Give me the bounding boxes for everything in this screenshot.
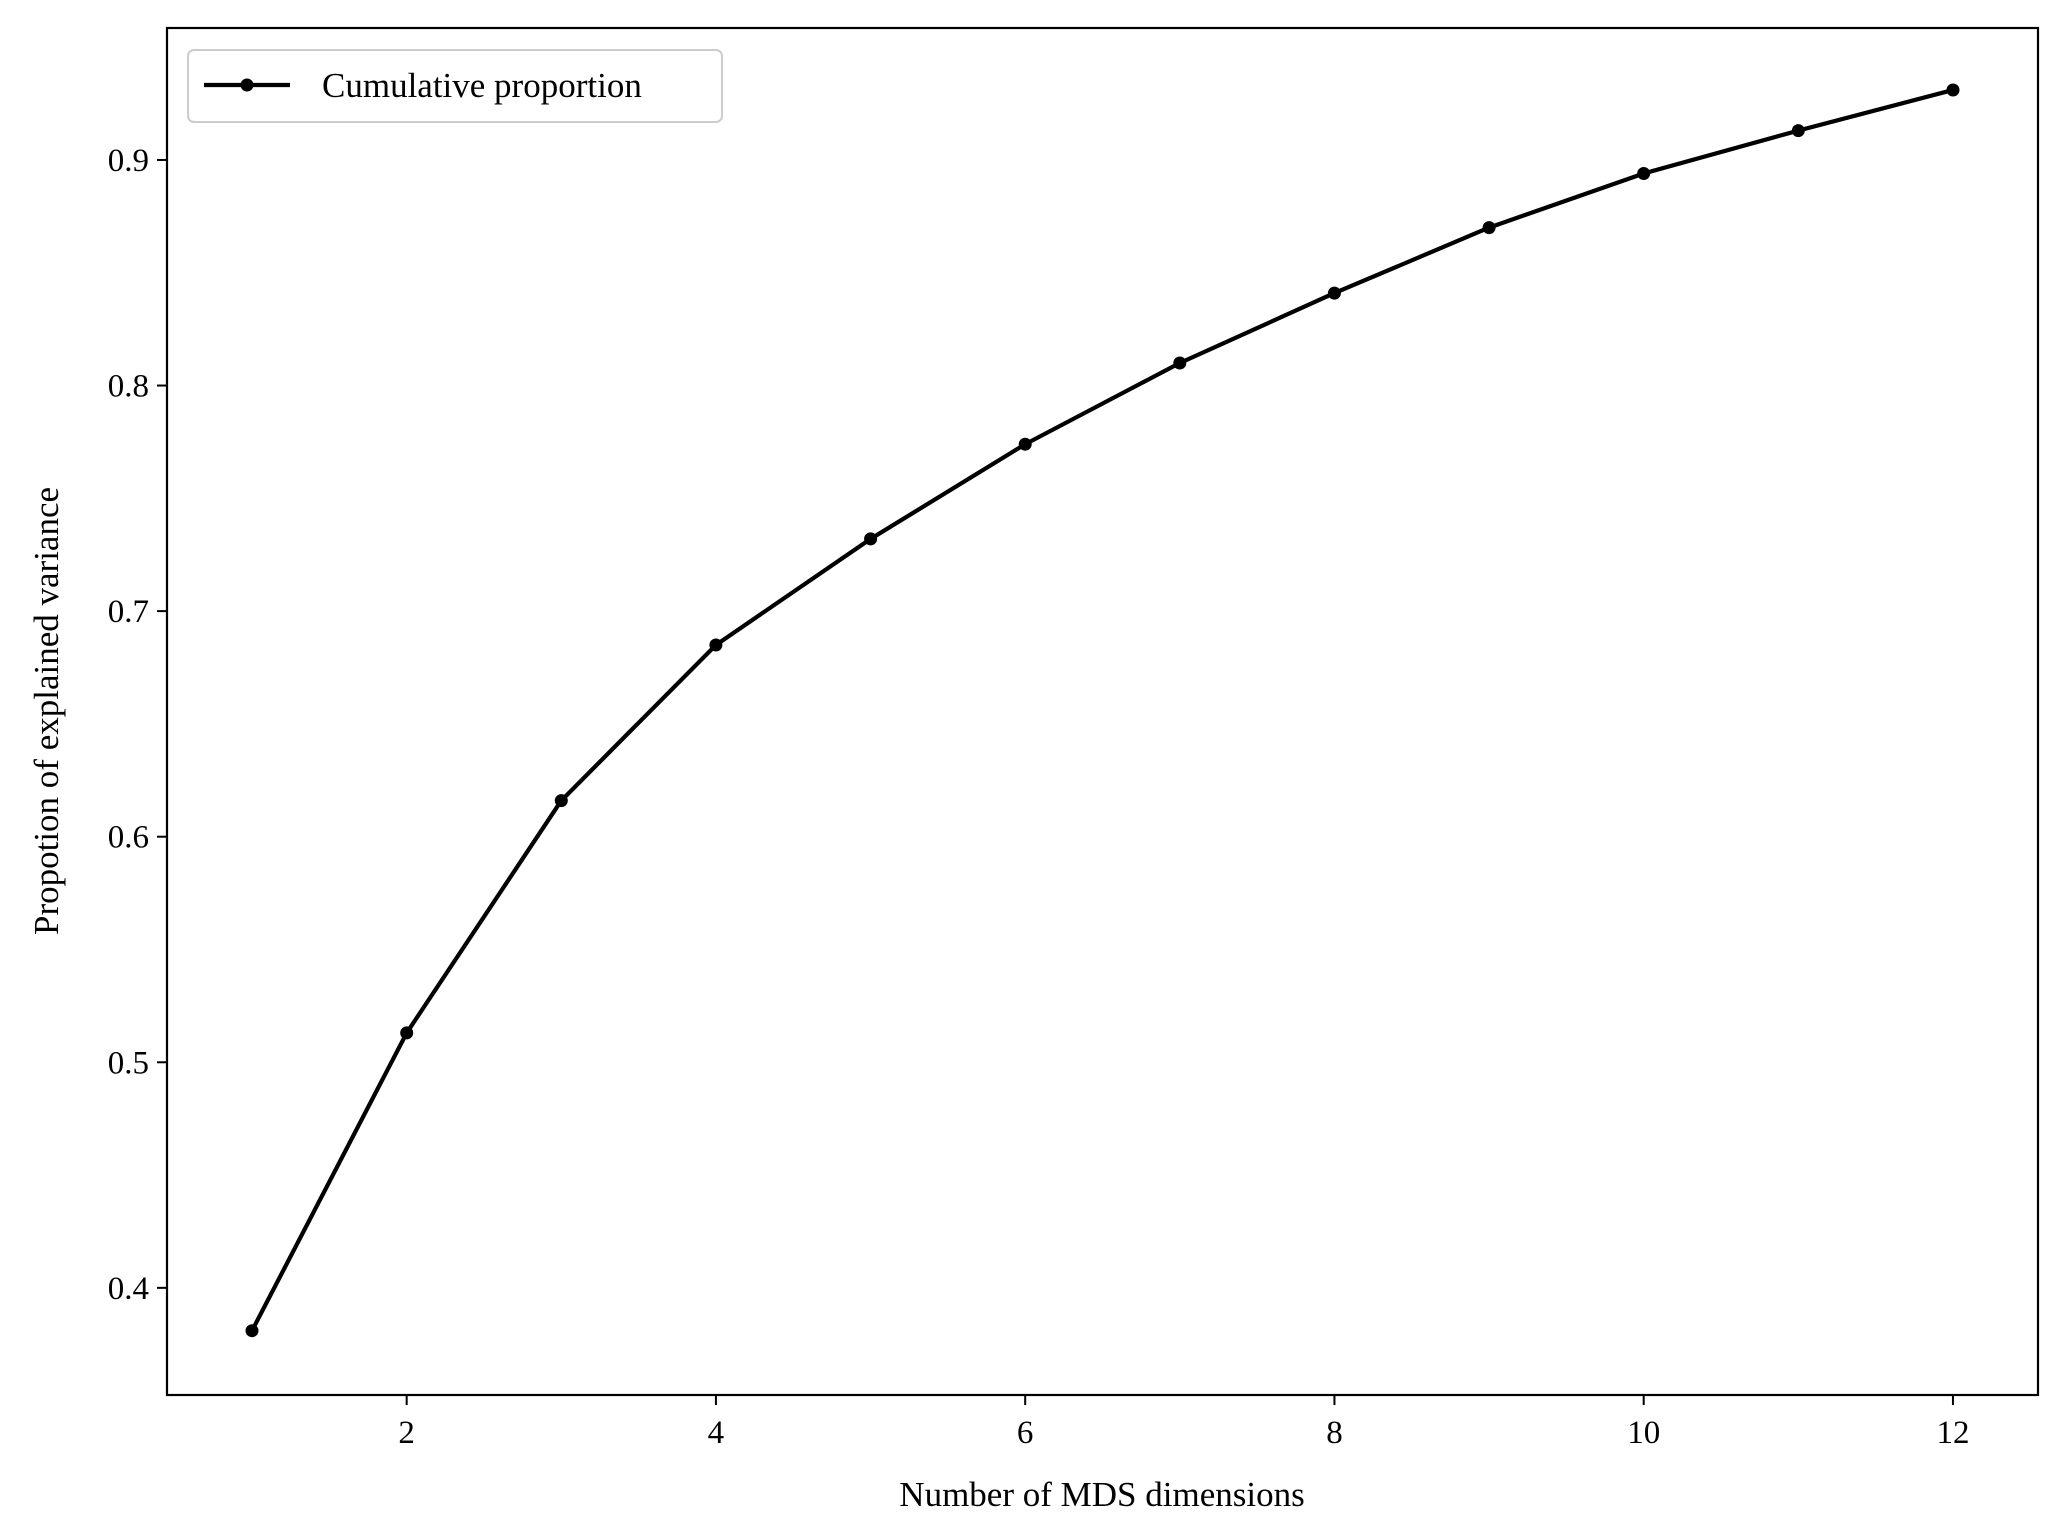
y-axis-ticks: 0.4 0.5 0.6 0.7 0.8 0.9 [108, 143, 167, 1307]
data-point [864, 532, 878, 546]
x-tick-label: 8 [1326, 1415, 1343, 1451]
x-tick-label: 4 [708, 1415, 725, 1451]
y-axis-label: Propotion of explained variance [27, 487, 66, 935]
x-tick-label: 2 [398, 1415, 415, 1451]
data-point [1327, 286, 1341, 300]
legend-label: Cumulative proportion [322, 66, 642, 105]
data-point [1018, 437, 1032, 451]
data-point [554, 794, 568, 808]
legend: Cumulative proportion [187, 49, 723, 123]
data-point [709, 638, 723, 652]
x-axis-label: Number of MDS dimensions [899, 1475, 1304, 1514]
legend-marker [240, 78, 254, 92]
y-tick-label: 0.6 [108, 820, 149, 856]
data-point [1482, 221, 1496, 235]
data-point [1791, 124, 1805, 138]
plot-content [245, 83, 1960, 1338]
y-tick-label: 0.7 [108, 594, 149, 630]
y-tick-label: 0.9 [108, 143, 149, 179]
x-tick-label: 10 [1627, 1415, 1660, 1451]
x-tick-label: 12 [1936, 1415, 1969, 1451]
data-point [400, 1026, 414, 1040]
series-line [249, 87, 1956, 1334]
legend-box [187, 49, 723, 123]
y-tick-label: 0.4 [108, 1271, 149, 1307]
data-point [1173, 356, 1187, 370]
y-tick-label: 0.5 [108, 1045, 149, 1081]
x-tick-label: 6 [1017, 1415, 1034, 1451]
plot-area-frame [165, 26, 2040, 1397]
data-point [1946, 83, 1960, 97]
x-axis-ticks: 2 4 6 8 10 12 [398, 1395, 1969, 1451]
series-markers [245, 83, 1960, 1338]
data-point [1637, 167, 1651, 180]
data-point [245, 1324, 259, 1338]
y-tick-label: 0.8 [108, 369, 149, 405]
